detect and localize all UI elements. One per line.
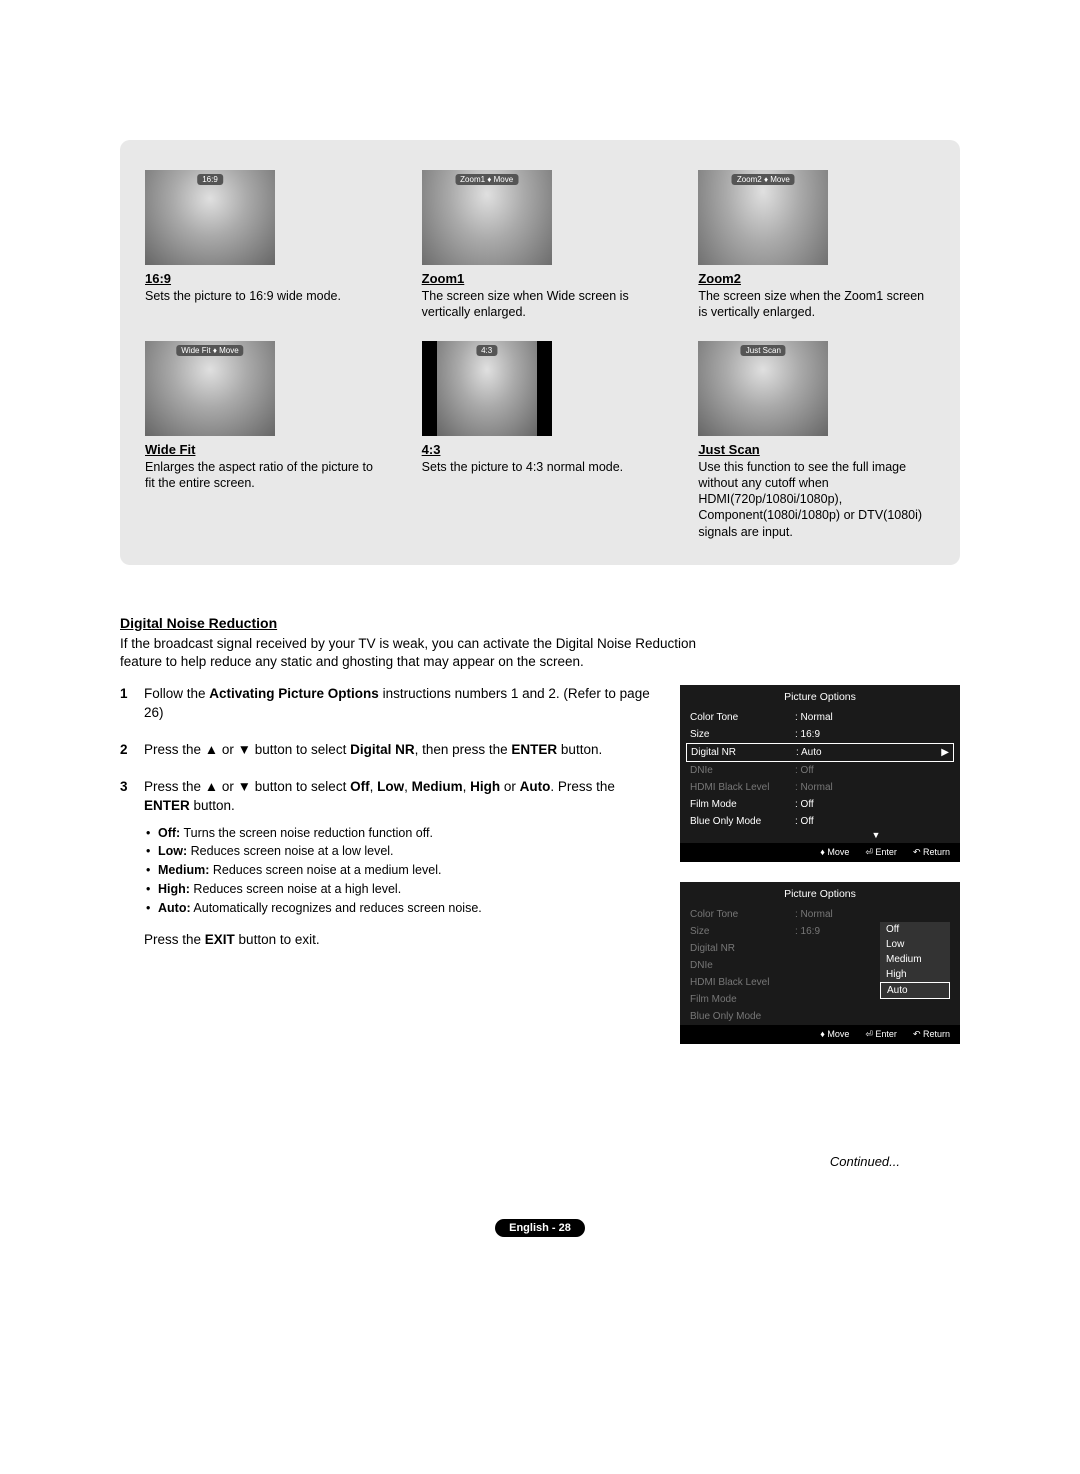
osd-title: Picture Options (680, 882, 960, 906)
osd-dropdown-item[interactable]: High (880, 967, 950, 982)
osd-dropdown-item[interactable]: Low (880, 937, 950, 952)
thumb-label: Zoom2 ♦ Move (732, 174, 795, 185)
size-thumb: 4:3 (422, 341, 552, 436)
osd-title: Picture Options (680, 685, 960, 709)
size-desc: Sets the picture to 16:9 wide mode. (145, 288, 382, 304)
size-title: Zoom2 (698, 271, 935, 286)
thumb-label: 16:9 (197, 174, 223, 185)
size-title: 4:3 (422, 442, 659, 457)
osd-panel-1: Picture Options Color Tone: NormalSize: … (680, 685, 960, 862)
dnr-intro: If the broadcast signal received by your… (120, 635, 720, 671)
osd-row[interactable]: HDMI Black Level: Normal (680, 779, 960, 796)
osd-footer: ♦ Move ⏎ Enter ↶ Return (680, 843, 960, 862)
step-num-3: 3 (120, 778, 144, 950)
osd-dropdown[interactable]: OffLowMediumHighAuto (880, 922, 950, 999)
size-desc: Use this function to see the full image … (698, 459, 935, 540)
osd-dropdown-item[interactable]: Auto (880, 982, 950, 999)
continued-text: Continued... (120, 1154, 900, 1169)
osd-row[interactable]: DNIe: Off (680, 762, 960, 779)
size-thumb: 16:9 (145, 170, 275, 265)
size-desc: The screen size when the Zoom1 screen is… (698, 288, 935, 321)
down-arrow-icon: ▼ (792, 830, 960, 843)
size-desc: Sets the picture to 4:3 normal mode. (422, 459, 659, 475)
thumb-label: 4:3 (476, 345, 497, 356)
osd-row[interactable]: Color Tone: Normal (680, 709, 960, 726)
size-thumb: Zoom1 ♦ Move (422, 170, 552, 265)
bullet-item: Low: Reduces screen noise at a low level… (158, 842, 650, 861)
size-modes-panel: 16:9 16:9 Sets the picture to 16:9 wide mo… (120, 140, 960, 565)
size-desc: The screen size when Wide screen is vert… (422, 288, 659, 321)
size-title: Zoom1 (422, 271, 659, 286)
size-mode-item: Just Scan Just Scan Use this function to s… (698, 341, 935, 540)
thumb-label: Wide Fit ♦ Move (176, 345, 243, 356)
size-title: Wide Fit (145, 442, 382, 457)
thumb-label: Zoom1 ♦ Move (455, 174, 518, 185)
bullet-item: Auto: Automatically recognizes and reduc… (158, 899, 650, 918)
size-mode-item: 16:9 16:9 Sets the picture to 16:9 wide mo… (145, 170, 382, 321)
size-mode-item: Wide Fit ♦ Move Wide Fit Enlarges the aspe… (145, 341, 382, 540)
step-1: Follow the Activating Picture Options in… (144, 685, 650, 723)
size-thumb: Zoom2 ♦ Move (698, 170, 828, 265)
osd-row[interactable]: Blue Only Mode: Off (680, 813, 960, 830)
size-mode-item: 4:3 4:3 Sets the picture to 4:3 normal mod… (422, 341, 659, 540)
bullet-item: Medium: Reduces screen noise at a medium… (158, 861, 650, 880)
size-desc: Enlarges the aspect ratio of the picture… (145, 459, 382, 492)
thumb-label: Just Scan (741, 345, 786, 356)
dnr-heading: Digital Noise Reduction (120, 615, 960, 631)
osd-dropdown-item[interactable]: Medium (880, 952, 950, 967)
step-num-2: 2 (120, 741, 144, 760)
size-title: 16:9 (145, 271, 382, 286)
size-thumb: Just Scan (698, 341, 828, 436)
size-mode-item: Zoom2 ♦ Move Zoom2 The screen size when th… (698, 170, 935, 321)
size-mode-item: Zoom1 ♦ Move Zoom1 The screen size when Wi… (422, 170, 659, 321)
osd-row[interactable]: Size: 16:9 (680, 726, 960, 743)
step-num-1: 1 (120, 685, 144, 723)
osd-row[interactable]: Film Mode: Off (680, 796, 960, 813)
osd-panel-2: Picture Options Color Tone: NormalSize: … (680, 882, 960, 1044)
size-title: Just Scan (698, 442, 935, 457)
osd-dropdown-item[interactable]: Off (880, 922, 950, 937)
page-footer: English - 28 (120, 1219, 960, 1234)
bullet-item: Off: Turns the screen noise reduction fu… (158, 824, 650, 843)
step-2: Press the ▲ or ▼ button to select Digita… (144, 741, 650, 760)
bullet-item: High: Reduces screen noise at a high lev… (158, 880, 650, 899)
right-arrow-icon: ▶ (941, 747, 949, 758)
osd-row-selected[interactable]: Digital NR : Auto ▶ (686, 743, 954, 762)
osd-row[interactable]: Color Tone: Normal (680, 906, 960, 923)
size-thumb: Wide Fit ♦ Move (145, 341, 275, 436)
osd-row[interactable]: Blue Only Mode (680, 1008, 960, 1025)
osd-footer: ♦ Move ⏎ Enter ↶ Return (680, 1025, 960, 1044)
step-3: Press the ▲ or ▼ button to select Off, L… (144, 778, 650, 950)
